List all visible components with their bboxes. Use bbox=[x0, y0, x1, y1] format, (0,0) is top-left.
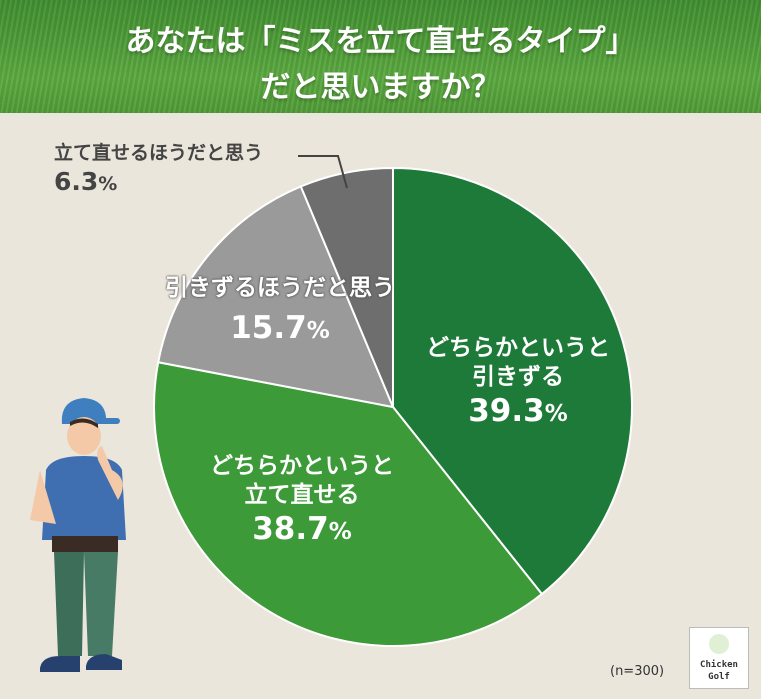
value-number: 38.7 bbox=[252, 510, 329, 547]
slice-label-line: 引きずる bbox=[472, 363, 564, 390]
slice-label-line: 立て直せるほうだと思う bbox=[54, 142, 264, 164]
brand-logo: Chicken Golf bbox=[689, 627, 749, 689]
value-unit: % bbox=[544, 400, 568, 427]
value-number: 39.3 bbox=[468, 392, 545, 429]
slice-label-line: 立て直せる bbox=[244, 481, 360, 508]
leader-line bbox=[298, 155, 348, 189]
chicken-icon bbox=[709, 634, 729, 654]
slice-label-hikizuru: どちらかというと 引きずる 39.3% bbox=[408, 334, 628, 430]
value-number: 15.7 bbox=[230, 309, 307, 346]
slice-label-hikizuru-hou: 引きずるほうだと思う 15.7% bbox=[160, 274, 400, 348]
slice-value: 6.3% bbox=[54, 166, 299, 197]
slice-value: 39.3% bbox=[408, 392, 628, 431]
logo-text-2: Golf bbox=[708, 672, 730, 682]
slice-label-line: どちらかというと bbox=[426, 335, 610, 361]
pie-slice bbox=[157, 185, 395, 409]
pie-slice bbox=[392, 166, 633, 596]
golfer-illustration bbox=[30, 398, 126, 672]
logo-text-1: Chicken bbox=[700, 660, 738, 670]
slice-label-tatenaoseru: どちらかというと 立て直せる 38.7% bbox=[188, 452, 416, 548]
pie-slice bbox=[299, 166, 394, 408]
title-line-1: あなたは「ミスを立て直せるタイプ」 bbox=[125, 24, 636, 59]
value-unit: % bbox=[306, 317, 330, 344]
title-line-2: だと思いますか？ bbox=[260, 70, 501, 105]
header-banner: あなたは「ミスを立て直せるタイプ」 だと思いますか？ bbox=[0, 0, 761, 113]
slice-label-tatenaoseru-hou: 立て直せるほうだと思う 6.3% bbox=[54, 142, 299, 197]
value-unit: % bbox=[328, 518, 352, 545]
sample-size: (n=300) bbox=[610, 664, 665, 679]
slice-value: 38.7% bbox=[188, 510, 416, 549]
slice-value: 15.7% bbox=[160, 309, 400, 348]
pie-slice bbox=[153, 361, 544, 647]
value-unit: % bbox=[98, 172, 118, 195]
slice-label-line: どちらかというと bbox=[210, 453, 394, 479]
value-number: 6.3 bbox=[54, 166, 99, 196]
slice-label-line: 引きずるほうだと思う bbox=[165, 275, 395, 301]
